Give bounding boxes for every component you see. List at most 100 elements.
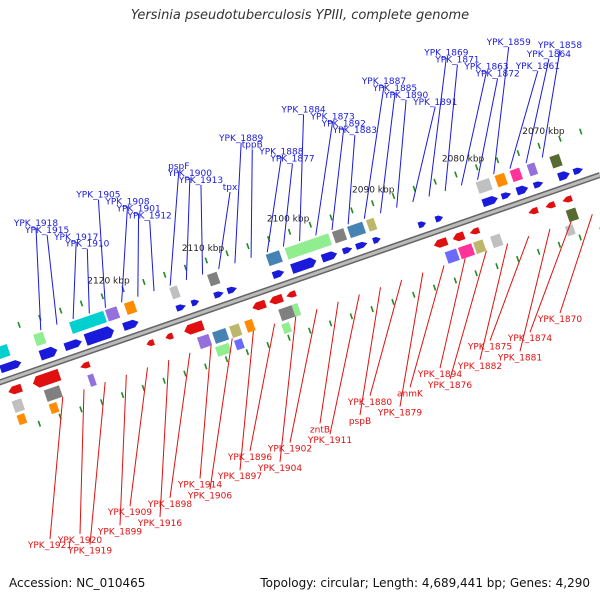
reverse-gene-box — [196, 333, 213, 350]
forward-gene-arrow — [355, 241, 368, 250]
track-dash — [79, 300, 84, 307]
forward-gene-box — [169, 285, 181, 300]
gene-label: tpx — [223, 183, 238, 193]
gene-label: YPK_1898 — [147, 500, 193, 510]
leader-line — [329, 294, 360, 435]
gene-label: YPK_1872 — [474, 69, 519, 79]
forward-gene-box — [475, 177, 493, 194]
gene-label: YPK_1901 — [115, 204, 160, 214]
track-dash — [17, 321, 21, 329]
gene-label: YPK_1915 — [24, 226, 69, 236]
track-dash — [516, 149, 521, 157]
leader-line — [412, 106, 436, 203]
gene-label: YPK_1879 — [377, 409, 423, 419]
reverse-gene-box — [48, 402, 60, 415]
leader-line — [169, 352, 191, 498]
reverse-gene-box — [229, 323, 243, 339]
track-dash — [308, 327, 312, 334]
forward-gene-arrow — [83, 326, 115, 346]
leader-line — [250, 149, 253, 258]
reverse-gene-box — [244, 318, 256, 333]
track-dash — [120, 391, 125, 399]
gene-label: YPK_1882 — [457, 362, 502, 372]
forward-gene-box — [104, 306, 121, 322]
forward-gene-arrow — [190, 299, 200, 307]
reverse-gene-box — [43, 385, 63, 402]
reverse-gene-box — [565, 207, 580, 223]
gene-label: YPK_1887 — [361, 77, 406, 87]
gene-label: pspF — [168, 162, 189, 172]
leader-line — [89, 381, 106, 545]
leader-line — [559, 214, 593, 314]
leader-line — [239, 330, 254, 471]
gene-label: YPK_1861 — [515, 62, 560, 72]
track-dash — [287, 334, 291, 341]
forward-gene-arrow — [572, 167, 583, 175]
scale-tick-label: 2070 kbp — [522, 127, 565, 137]
track-dash — [328, 320, 333, 327]
gene-label: YPK_1894 — [417, 370, 463, 380]
track-dash — [79, 406, 83, 413]
leader-line — [282, 163, 293, 247]
forward-gene-box — [494, 172, 508, 188]
leader-line — [266, 156, 282, 253]
gene-label: YPK_1910 — [64, 240, 110, 250]
reverse-gene-arrow — [146, 339, 155, 347]
reverse-gene-arrow — [545, 201, 556, 209]
leader-line — [444, 64, 458, 191]
gene-label: YPK_1870 — [537, 315, 583, 325]
leader-line — [347, 135, 356, 225]
forward-gene-box — [33, 331, 47, 347]
track-dash — [308, 221, 313, 228]
forward-gene-box — [207, 271, 221, 287]
reverse-gene-box — [490, 233, 504, 249]
reverse-gene-box — [291, 303, 302, 317]
forward-gene-arrow — [341, 247, 353, 255]
track-dash — [537, 142, 541, 149]
gene-label: YPK_1908 — [104, 198, 150, 208]
track-dash — [474, 164, 479, 171]
track-dash — [162, 377, 166, 384]
accession-text: Accession: NC_010465 — [9, 576, 146, 590]
leader-line — [35, 227, 42, 331]
leader-line — [359, 287, 381, 416]
forward-gene-arrow — [290, 257, 317, 274]
forward-gene-box — [265, 250, 283, 267]
forward-gene-arrow — [213, 291, 224, 299]
scale-tick-label: 2120 kbp — [87, 277, 130, 287]
forward-gene-arrow — [434, 215, 444, 223]
reverse-gene-arrow — [32, 368, 62, 388]
gene-label: YPK_1883 — [332, 126, 377, 136]
forward-gene-box — [331, 228, 348, 244]
track-dash — [329, 214, 333, 221]
forward-gene-arrow — [372, 236, 381, 244]
reverse-gene-box — [457, 243, 476, 260]
scale-ticks: 2070 kbp 2080 kbp 2090 kbp 2100 kbp 2110 kbp… — [87, 127, 565, 287]
gene-label: pspB — [349, 417, 371, 427]
leader-line — [218, 191, 231, 269]
reverse-gene-arrow — [184, 320, 205, 335]
reverse-gene-box — [16, 413, 28, 426]
reverse-gene-arrow — [452, 231, 466, 242]
gene-label: YPK_1911 — [307, 436, 352, 446]
track-dash — [183, 370, 187, 377]
reverse-gene-box — [473, 239, 487, 255]
leader-line — [149, 220, 155, 292]
gene-label: YPK_1858 — [537, 41, 583, 51]
track-dash — [474, 270, 478, 277]
track-dash — [350, 207, 354, 214]
gene-label: YPK_1876 — [427, 381, 473, 391]
leader-line — [369, 279, 403, 396]
forward-gene-arrow — [0, 360, 22, 374]
leader-line — [137, 213, 140, 297]
label-leader-lines — [35, 46, 593, 545]
gene-label: YPK_1919 — [67, 547, 113, 557]
leader-line — [529, 221, 572, 333]
forward-gene-arrow — [271, 270, 285, 279]
track-dash — [349, 313, 354, 320]
gene-label: anmK — [397, 389, 424, 399]
gene-label: YPK_1896 — [227, 453, 273, 463]
gene-label: YPK_1885 — [372, 84, 417, 94]
forward-gene-arrow — [481, 195, 498, 208]
forward-gene-box — [526, 162, 539, 177]
